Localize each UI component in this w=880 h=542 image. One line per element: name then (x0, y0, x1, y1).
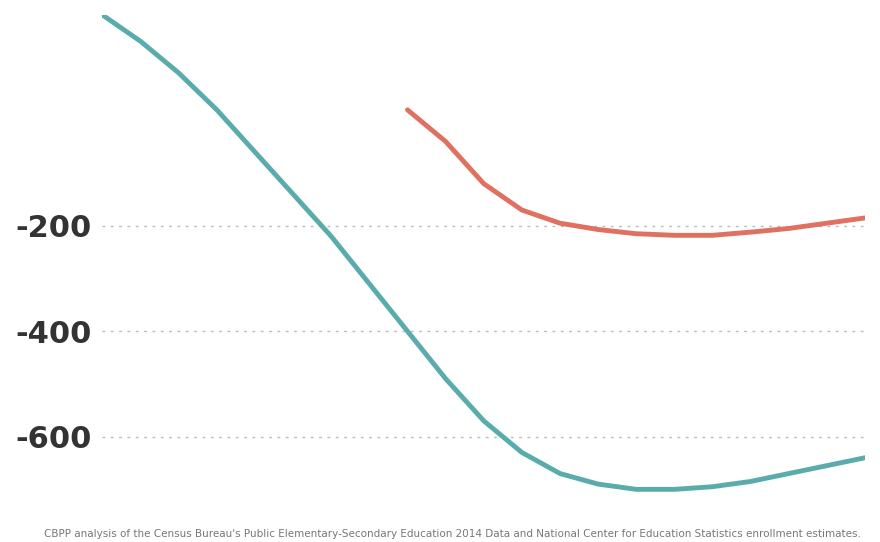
Text: CBPP analysis of the Census Bureau's Public Elementary-Secondary Education 2014 : CBPP analysis of the Census Bureau's Pub… (44, 530, 861, 539)
